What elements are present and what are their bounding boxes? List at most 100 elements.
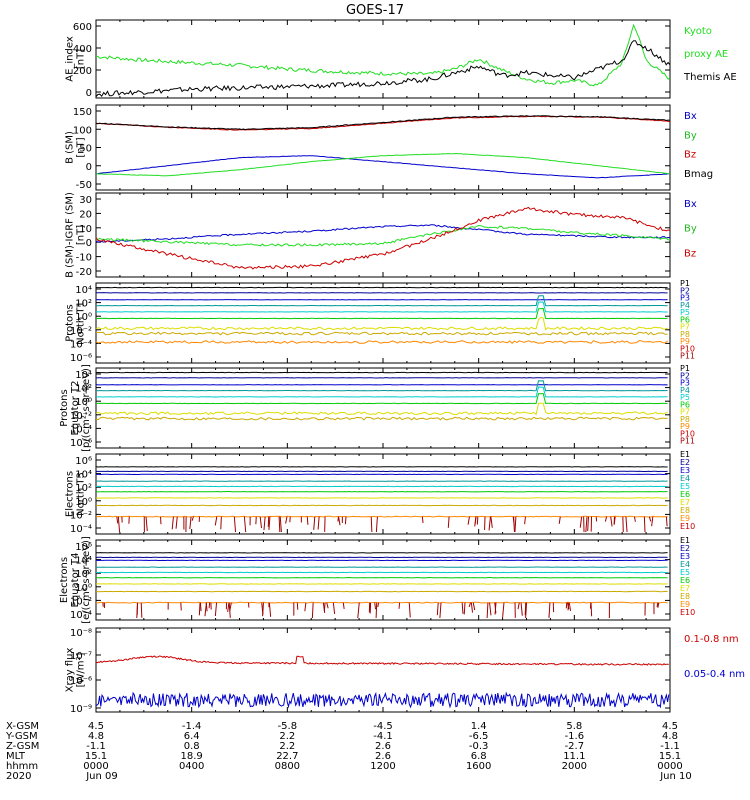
ephemeris-value: 11.1 xyxy=(563,751,585,762)
e10-spike xyxy=(474,516,477,524)
e10-spike xyxy=(436,602,439,616)
y-tick-label: 10² xyxy=(75,483,92,494)
ephemeris-value: -5.8 xyxy=(278,721,298,732)
ephemeris-value: 22.7 xyxy=(276,751,298,762)
series-e9 xyxy=(96,601,668,604)
ephemeris-value: 4.8 xyxy=(88,731,104,742)
y-tick-label: -20 xyxy=(76,267,92,278)
e10-spike xyxy=(189,516,192,530)
e10-spike xyxy=(517,602,520,610)
series-themis-ae xyxy=(95,40,671,98)
e10-spike xyxy=(306,516,309,525)
e10-spike xyxy=(408,602,411,618)
legend-entry: 0.1-0.8 nm xyxy=(684,634,739,645)
legend-entry: E3 xyxy=(680,466,690,475)
e10-spike xyxy=(470,602,474,613)
legend-entry: E8 xyxy=(680,506,690,515)
panel-xray: 10⁻⁸ 10⁻⁷ 10⁻⁶ 10⁻⁹ Xray flux [W/m²] 0.1-0.8 n… xyxy=(65,627,745,715)
y-tick-label: 0 xyxy=(86,162,92,173)
e10-spike xyxy=(370,516,373,533)
ephemeris-value: 18.9 xyxy=(181,751,203,762)
y-axis-label: AE_index xyxy=(65,36,76,82)
series-p5 xyxy=(95,301,668,313)
e10-spike xyxy=(421,516,424,523)
legend-entry: P11 xyxy=(680,352,695,361)
e10-spike xyxy=(375,602,378,619)
e10-spike xyxy=(243,516,247,533)
y-tick-label: 10⁴ xyxy=(75,556,92,567)
ephemeris-value: 1600 xyxy=(466,761,491,772)
e10-spike xyxy=(467,516,470,525)
legend-entry: P2 xyxy=(680,286,690,295)
ephemeris-value: 4.8 xyxy=(662,731,678,742)
y-axis-label: North T3 xyxy=(76,472,87,516)
y-axis-label: Xray flux xyxy=(65,648,76,693)
panel-frame xyxy=(95,539,671,621)
legend-entry: E5 xyxy=(680,482,690,491)
legend-entry: P8 xyxy=(680,330,690,339)
e10-spike xyxy=(117,516,121,533)
legend-entry: P10 xyxy=(680,429,695,438)
e10-spike xyxy=(585,516,588,533)
y-tick-label: 10⁻⁴ xyxy=(70,424,92,435)
ephemeris-value: 2.2 xyxy=(279,731,295,742)
ephemeris-row-label: MLT xyxy=(6,751,26,762)
e10-spike xyxy=(342,602,345,609)
series-xray-long xyxy=(95,655,669,666)
legend-entry: P9 xyxy=(680,422,690,431)
y-tick-label: 10⁴ xyxy=(75,285,92,296)
ephemeris-value: -1.6 xyxy=(565,731,585,742)
series-bz xyxy=(95,206,671,270)
figure-title: GOES-17 xyxy=(346,3,404,18)
ephemeris-value: -4.1 xyxy=(373,731,393,742)
panel-ae: 600 400 200 0 AE_index [nT] Kyoto proxy AE Themi… xyxy=(65,19,737,99)
legend-entry: E8 xyxy=(680,592,690,601)
panel-frame xyxy=(95,367,671,449)
legend-entry: P10 xyxy=(680,344,695,353)
ephemeris-value: 4.5 xyxy=(88,721,104,732)
y-tick-label: 10² xyxy=(75,384,92,395)
y-tick-label: 10⁻⁹ xyxy=(70,704,92,715)
ephemeris-value: 1200 xyxy=(370,761,395,772)
y-tick-label: 10⁻⁸ xyxy=(70,628,92,639)
y-tick-label: -10 xyxy=(76,253,92,264)
panel-frame xyxy=(95,192,671,278)
y-tick-label: 10⁻⁶ xyxy=(70,438,92,449)
ephemeris-value: 0000 xyxy=(83,761,108,772)
e10-spike xyxy=(208,602,211,609)
series-p6 xyxy=(95,392,668,405)
y-tick-label: 10⁻⁴ xyxy=(70,610,92,621)
legend-entry: Bx xyxy=(684,111,697,122)
legend-entry: E1 xyxy=(680,450,690,459)
e10-spike xyxy=(116,516,119,524)
legend-entry: By xyxy=(684,224,697,235)
e10-spike xyxy=(140,602,143,618)
legend-entry: P11 xyxy=(680,437,695,446)
e10-spike xyxy=(643,516,646,533)
e10-spike xyxy=(220,516,222,530)
legend-entry: E6 xyxy=(680,576,690,585)
legend-entry: Themis AE xyxy=(683,72,737,83)
e10-spike xyxy=(263,516,266,531)
legend-entry: P2 xyxy=(680,371,690,380)
y-tick-label: 10⁴ xyxy=(75,470,92,481)
e10-spike xyxy=(175,516,178,529)
e10-spike xyxy=(548,602,551,618)
series-by xyxy=(95,224,671,247)
ephemeris-value: 6.8 xyxy=(471,751,487,762)
ephemeris-table: X-GSMY-GSMZ-GSMMLThhmm20204.54.8-1.115.1… xyxy=(5,721,692,782)
y-tick-label: 10⁰ xyxy=(75,312,92,323)
e10-spike xyxy=(145,516,148,532)
ephemeris-value: 5.8 xyxy=(566,721,582,732)
e10-spike xyxy=(377,602,380,608)
y-tick-label: 10⁻⁴ xyxy=(70,339,92,350)
series-p6 xyxy=(95,307,668,320)
legend-entry: P7 xyxy=(680,323,690,332)
e10-spike xyxy=(656,602,659,607)
e10-spike xyxy=(313,516,316,530)
legend-entry: E1 xyxy=(680,536,690,545)
panel-bsm: 150 100 50 0 -50 B (SM) [nT] Bx By Bz Bmag xyxy=(65,104,713,191)
y-tick-label: 200 xyxy=(73,66,92,77)
